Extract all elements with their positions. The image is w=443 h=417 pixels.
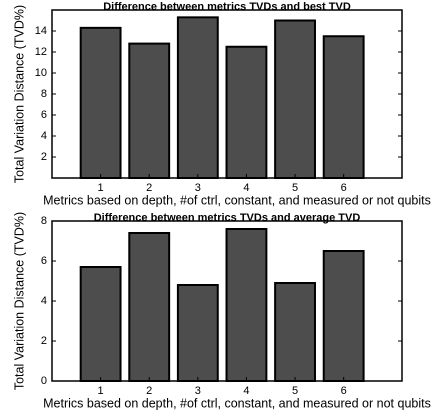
x-tick-label: 2	[146, 385, 152, 397]
x-tick-label: 5	[292, 182, 298, 194]
x-tick-label: 3	[195, 182, 201, 194]
bar	[176, 284, 219, 382]
bar	[225, 228, 268, 382]
bar	[128, 42, 171, 179]
y-tick-label: 4	[41, 130, 47, 142]
x-tick-label: 6	[341, 182, 347, 194]
bar	[322, 250, 365, 382]
x-tick-label: 1	[98, 182, 104, 194]
y-tick-label: 2	[41, 151, 47, 163]
x-tick-label: 2	[146, 182, 152, 194]
bar	[274, 282, 316, 382]
bar	[274, 19, 316, 179]
y-tick-label: 0	[41, 375, 47, 387]
y-tick-label: 6	[41, 255, 47, 267]
bar	[128, 232, 171, 382]
y-tick-label: 8	[41, 88, 47, 100]
y-tick-label: 6	[41, 109, 47, 121]
bar	[176, 16, 219, 179]
y-tick-label: 4	[41, 295, 47, 307]
x-tick-label: 6	[341, 385, 347, 397]
chart-title: Difference between metrics TVDs and best…	[103, 1, 351, 13]
y-tick-label: 12	[35, 46, 47, 58]
bar	[79, 26, 122, 179]
y-tick-label: 8	[41, 215, 47, 227]
y-tick-label: 14	[35, 25, 47, 37]
bar	[322, 35, 365, 179]
x-tick-label: 5	[292, 385, 298, 397]
chart-title: Difference between metrics TVDs and aver…	[94, 212, 361, 224]
y-axis-label: Total Variation Distance (TVD%)	[12, 212, 26, 390]
y-axis-label: Total Variation Distance (TVD%)	[12, 5, 26, 183]
x-axis-label: Metrics based on depth, #of ctrl, consta…	[43, 193, 431, 207]
y-tick-label: 2	[41, 335, 47, 347]
x-tick-label: 4	[243, 182, 249, 194]
bar	[225, 45, 268, 179]
bar	[79, 266, 122, 382]
x-axis-label: Metrics based on depth, #of ctrl, consta…	[43, 396, 431, 410]
y-tick-label: 10	[35, 67, 47, 79]
x-tick-label: 3	[195, 385, 201, 397]
x-tick-label: 1	[98, 385, 104, 397]
x-tick-label: 4	[243, 385, 249, 397]
